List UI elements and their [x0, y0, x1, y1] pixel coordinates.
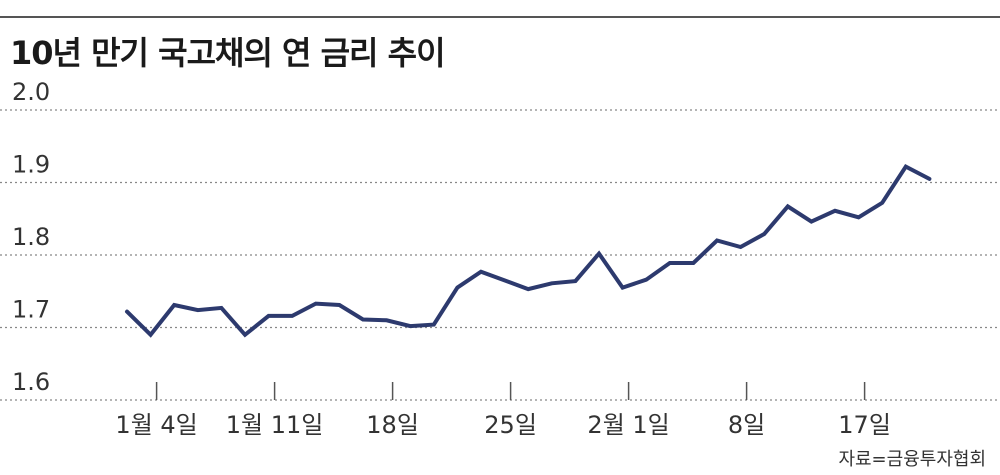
data-point	[597, 252, 601, 256]
chart-title: 10년 만기 국고채의 연 금리 추이	[10, 34, 446, 72]
data-point	[691, 261, 695, 265]
data-point	[432, 323, 436, 327]
data-point	[786, 204, 790, 208]
data-point	[149, 333, 153, 337]
data-point	[644, 278, 648, 282]
data-point	[927, 177, 931, 181]
data-point	[172, 303, 176, 307]
data-point	[715, 239, 719, 242]
x-tick-label: 17일	[838, 411, 891, 439]
data-point	[219, 306, 223, 310]
x-tick-label: 1월 11일	[226, 411, 324, 439]
data-point	[455, 286, 459, 290]
data-point	[762, 232, 766, 236]
data-point	[739, 245, 743, 249]
y-tick-label: 1.7	[12, 296, 50, 324]
source-note: 자료=금융투자협회	[838, 449, 986, 470]
x-tick-label: 8일	[728, 411, 765, 439]
data-point	[833, 209, 837, 213]
data-point	[290, 314, 294, 318]
x-tick-label: 18일	[366, 411, 419, 439]
data-point	[503, 278, 507, 282]
data-point	[361, 318, 365, 322]
data-point	[479, 270, 483, 274]
data-point	[267, 314, 271, 318]
data-point	[526, 287, 530, 291]
y-tick-label: 1.9	[12, 151, 50, 179]
top-rule	[0, 16, 1000, 18]
data-point	[337, 303, 341, 307]
data-point	[550, 281, 554, 285]
data-point	[904, 165, 908, 169]
data-point	[385, 318, 389, 322]
data-point	[621, 286, 625, 290]
series-line	[125, 163, 932, 338]
y-tick-label: 1.8	[12, 223, 50, 251]
data-point	[196, 308, 200, 312]
data-point	[880, 201, 884, 205]
data-point	[857, 215, 861, 219]
data-point	[243, 333, 247, 337]
data-point	[573, 279, 577, 283]
y-tick-label: 2.0	[12, 78, 50, 106]
data-point	[408, 324, 412, 328]
x-tick-label: 1월 4일	[115, 411, 197, 439]
x-tick-label: 2월 1일	[587, 411, 669, 439]
data-point	[668, 261, 672, 265]
data-point	[809, 220, 813, 224]
x-tick-label: 25일	[484, 411, 537, 439]
data-point	[314, 302, 318, 306]
y-tick-label: 1.6	[12, 368, 50, 396]
data-point	[125, 310, 129, 314]
